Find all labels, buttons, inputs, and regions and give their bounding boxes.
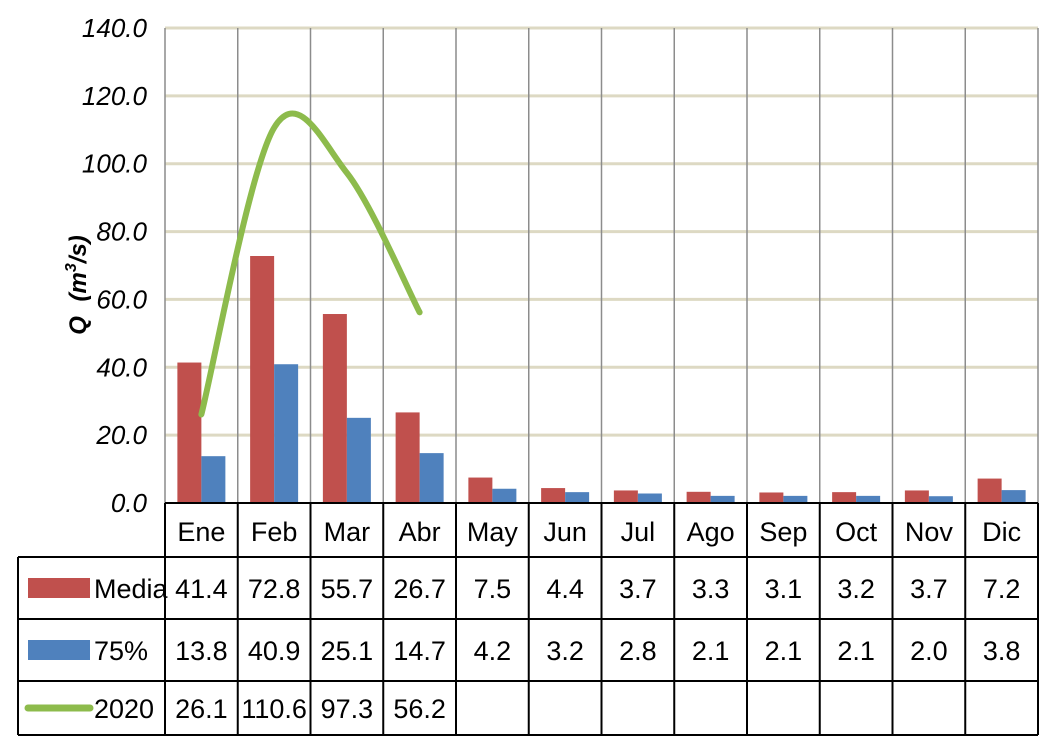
y-axis-ticks: 0.0 20.0 40.0 60.0 80.0 100.0 120.0 140.0 <box>82 13 148 518</box>
data-label: 3.3 <box>692 574 730 604</box>
x-tick-label: Ago <box>687 517 735 547</box>
bar-media-jul <box>613 490 638 503</box>
bar-media-may <box>468 477 493 503</box>
data-label: 14.7 <box>393 636 446 666</box>
y-tick-label: 120.0 <box>82 81 148 111</box>
legend-label: Media <box>94 574 169 604</box>
x-tick-label: Feb <box>251 517 298 547</box>
x-tick-label: Oct <box>835 517 878 547</box>
x-tick-label: May <box>467 517 519 547</box>
data-label: 2.1 <box>692 636 730 666</box>
bar-75pct-jun <box>565 492 590 503</box>
bar-media-sep <box>759 492 784 503</box>
y-axis-label-unit-end: /s) <box>65 235 92 264</box>
bar-75pct-nov <box>928 496 953 503</box>
y-tick-label: 0.0 <box>111 488 148 518</box>
x-tick-label: Abr <box>399 517 441 547</box>
data-label: 26.1 <box>175 694 228 724</box>
data-label: 72.8 <box>248 574 301 604</box>
data-label: 3.7 <box>619 574 657 604</box>
gridlines <box>164 26 1039 503</box>
data-label: 2.0 <box>910 636 948 666</box>
bars <box>177 256 1026 503</box>
data-label: 2.1 <box>765 636 803 666</box>
bar-media-ago <box>686 491 711 503</box>
data-label: 25.1 <box>321 636 374 666</box>
data-label: 56.2 <box>393 694 446 724</box>
y-tick-label: 100.0 <box>82 149 148 179</box>
y-axis-label-unit-sup: 3 <box>63 263 80 272</box>
data-label: 3.2 <box>837 574 875 604</box>
bar-75pct-ene <box>201 456 226 503</box>
data-label: 41.4 <box>175 574 228 604</box>
legend-label: 2020 <box>94 694 154 724</box>
x-tick-label: Dic <box>982 517 1021 547</box>
x-tick-label: Nov <box>905 517 954 547</box>
data-label: 4.2 <box>474 636 512 666</box>
x-tick-label: Mar <box>324 517 371 547</box>
y-axis-label-main: Q <box>65 316 92 335</box>
data-label: 13.8 <box>175 636 228 666</box>
data-label: 3.8 <box>983 636 1021 666</box>
bar-75pct-oct <box>856 495 881 503</box>
data-label: 26.7 <box>393 574 446 604</box>
bar-75pct-feb <box>274 364 299 503</box>
bar-media-nov <box>904 490 929 503</box>
data-label: 55.7 <box>321 574 374 604</box>
x-tick-label: Sep <box>759 517 807 547</box>
y-axis-label-unit: (m <box>65 272 92 301</box>
data-label: 2.1 <box>837 636 875 666</box>
y-tick-label: 60.0 <box>96 284 147 314</box>
x-tick-label: Jul <box>621 517 656 547</box>
bar-75pct-sep <box>783 495 808 503</box>
line-series <box>198 110 423 418</box>
data-label: 110.6 <box>241 694 307 724</box>
bar-75pct-jul <box>637 493 662 503</box>
data-label: 4.4 <box>546 574 584 604</box>
bar-media-oct <box>832 492 857 503</box>
bar-75pct-mar <box>346 417 371 503</box>
y-tick-label: 80.0 <box>96 217 147 247</box>
bar-75pct-dic <box>1001 490 1026 503</box>
data-label: 3.2 <box>546 636 584 666</box>
data-label: 2.8 <box>619 636 657 666</box>
data-label: 7.2 <box>983 574 1021 604</box>
bar-media-dic <box>977 478 1002 503</box>
x-tick-label: Ene <box>177 517 225 547</box>
data-label: 40.9 <box>248 636 301 666</box>
data-label: 7.5 <box>474 574 512 604</box>
data-table: Ene Feb Mar Abr May Jun Jul Ago Sep Oct Nov Dic Medi… <box>17 502 1039 736</box>
bar-media-mar <box>322 314 347 503</box>
bar-75pct-ago <box>710 495 735 503</box>
legend-swatch-75pct <box>28 640 90 660</box>
y-tick-label: 140.0 <box>82 13 148 43</box>
bar-media-ene <box>177 362 202 503</box>
y-tick-label: 20.0 <box>95 420 147 450</box>
bar-media-abr <box>395 412 420 503</box>
bar-media-jun <box>541 488 566 503</box>
y-tick-label: 40.0 <box>96 352 147 382</box>
data-label: 3.7 <box>910 574 948 604</box>
bar-media-feb <box>250 256 275 503</box>
x-tick-label: Jun <box>543 517 587 547</box>
legend-label: 75% <box>94 636 148 666</box>
y-axis-label: Q (m3/s) <box>63 235 92 335</box>
data-label: 97.3 <box>321 694 374 724</box>
line-2020 <box>198 110 423 418</box>
data-label: 3.1 <box>765 574 803 604</box>
bar-75pct-abr <box>419 453 444 503</box>
legend-swatch-media <box>28 578 90 598</box>
bar-75pct-may <box>492 488 517 503</box>
